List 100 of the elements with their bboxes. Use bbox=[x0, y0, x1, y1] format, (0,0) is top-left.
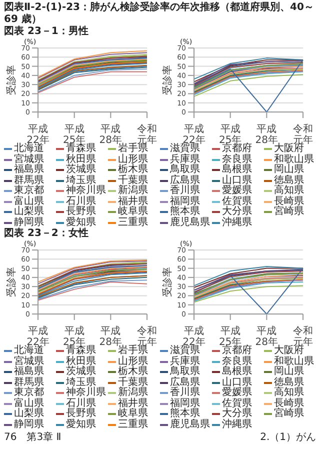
legend-label: 秋田県 bbox=[66, 154, 96, 164]
legend-label: 奈良県 bbox=[222, 154, 252, 164]
legend-label: 京都府 bbox=[222, 345, 252, 356]
legend-label: 山口県 bbox=[222, 376, 252, 388]
legend-label: 鹿児島県 bbox=[170, 418, 210, 430]
legend-label: 岩手県 bbox=[118, 345, 148, 356]
legend-label: 青森県 bbox=[66, 345, 96, 356]
legend-label: 群馬県 bbox=[14, 376, 44, 388]
legend-label: 広島県 bbox=[170, 174, 200, 186]
legend-label: 鳥取県 bbox=[170, 366, 200, 377]
legend-label: 栃木県 bbox=[118, 164, 148, 175]
legend-label: 愛知県 bbox=[66, 216, 96, 228]
legend-label: 石川県 bbox=[66, 196, 96, 206]
legend-label: 大分県 bbox=[222, 206, 252, 217]
legend-label: 岐阜県 bbox=[118, 408, 148, 419]
legend-label: 京都府 bbox=[222, 143, 252, 154]
legend-label: 山梨県 bbox=[14, 408, 44, 419]
legend-label: 三重県 bbox=[118, 418, 148, 430]
legend-label: 和歌山県 bbox=[274, 154, 314, 164]
legend-label: 青森県 bbox=[66, 143, 96, 154]
legend-label: 静岡県 bbox=[14, 216, 44, 228]
legend-label: 長野県 bbox=[66, 408, 96, 419]
legend-label: 山口県 bbox=[222, 174, 252, 186]
legend-label: 愛知県 bbox=[66, 418, 96, 430]
legend-label: 徳島県 bbox=[274, 376, 304, 388]
legend-label: 長野県 bbox=[66, 206, 96, 217]
legend-label: 富山県 bbox=[14, 196, 44, 206]
legend-label: 島根県 bbox=[222, 366, 252, 377]
legend-label: 茨城県 bbox=[66, 366, 96, 377]
legend-label: 福岡県 bbox=[170, 196, 200, 206]
text: 76 第3章 Ⅱ bbox=[4, 432, 62, 444]
y-axis-title: 受診率 bbox=[6, 65, 18, 95]
legend-label: 愛媛県 bbox=[222, 387, 252, 398]
legend-label: 岩手県 bbox=[118, 143, 148, 154]
legend-label: 熊本県 bbox=[170, 206, 200, 217]
legend-label: 福井県 bbox=[118, 398, 148, 408]
legend-label: 島根県 bbox=[222, 164, 252, 175]
legend-label: 静岡県 bbox=[14, 418, 44, 430]
legend-label: 宮城県 bbox=[14, 356, 44, 366]
chart-subtitle: 図表 23－1：男性 bbox=[4, 26, 90, 38]
legend-label: 福島県 bbox=[14, 366, 44, 377]
legend-label: 新潟県 bbox=[118, 387, 148, 398]
legend-label: 神奈川県 bbox=[66, 387, 106, 398]
legend-label: 愛媛県 bbox=[222, 185, 252, 196]
legend-label: 大阪府 bbox=[274, 143, 304, 154]
legend-label: 宮崎県 bbox=[274, 408, 304, 420]
legend-label: 宮城県 bbox=[14, 154, 44, 164]
legend-label: 千葉県 bbox=[118, 376, 148, 388]
legend-label: 香川県 bbox=[170, 387, 200, 398]
legend-label: 東京都 bbox=[14, 387, 44, 398]
legend-label: 高知県 bbox=[274, 387, 304, 398]
legend-label: 沖縄県 bbox=[222, 418, 252, 430]
legend-label: 石川県 bbox=[66, 398, 96, 408]
legend-label: 山形県 bbox=[118, 356, 148, 366]
y-axis-title: 受診率 bbox=[6, 267, 18, 297]
legend-label: 長崎県 bbox=[274, 196, 304, 206]
legend-label: 大阪府 bbox=[274, 345, 304, 356]
legend-label: 福井県 bbox=[118, 196, 148, 206]
legend-label: 佐賀県 bbox=[222, 196, 252, 206]
legend-label: 山梨県 bbox=[14, 206, 44, 217]
legend-label: 千葉県 bbox=[118, 174, 148, 186]
legend-label: 宮崎県 bbox=[274, 206, 304, 218]
legend-label: 神奈川県 bbox=[66, 185, 106, 196]
legend-label: 秋田県 bbox=[66, 356, 96, 366]
y-axis-title: 受診率 bbox=[162, 65, 174, 95]
chart-title: 図表Ⅱ-2-(1)-23：肺がん検診受診率の年次推移（都道府県別、40～69 歳） bbox=[4, 2, 315, 26]
legend-label: 熊本県 bbox=[170, 408, 200, 419]
legend-label: 兵庫県 bbox=[170, 356, 200, 366]
y-axis-title: 受診率 bbox=[162, 267, 174, 297]
chart-subtitle: 図表 23－2：女性 bbox=[4, 228, 90, 240]
legend-label: 徳島県 bbox=[274, 174, 304, 186]
legend-label: 栃木県 bbox=[118, 366, 148, 377]
legend-label: 兵庫県 bbox=[170, 154, 200, 164]
x-tick-label: 平成28年 bbox=[255, 325, 278, 348]
legend-label: 岐阜県 bbox=[118, 206, 148, 217]
legend-label: 山形県 bbox=[118, 154, 148, 164]
legend-label: 福島県 bbox=[14, 164, 44, 175]
legend-label: 富山県 bbox=[14, 398, 44, 408]
legend-label: 高知県 bbox=[274, 185, 304, 196]
legend-label: 沖縄県 bbox=[222, 216, 252, 228]
legend-label: 佐賀県 bbox=[222, 398, 252, 408]
legend-label: 奈良県 bbox=[222, 356, 252, 366]
legend-label: 鳥取県 bbox=[170, 164, 200, 175]
legend-label: 和歌山県 bbox=[274, 356, 314, 366]
legend-label: 長崎県 bbox=[274, 398, 304, 408]
legend-label: 新潟県 bbox=[118, 185, 148, 196]
legend-label: 広島県 bbox=[170, 376, 200, 388]
legend-label: 三重県 bbox=[118, 216, 148, 228]
legend-label: 福岡県 bbox=[170, 398, 200, 408]
legend-label: 東京都 bbox=[14, 185, 44, 196]
text: 2.（1）がん bbox=[260, 432, 316, 444]
legend-label: 群馬県 bbox=[14, 174, 44, 186]
x-tick-label: 平成28年 bbox=[255, 123, 278, 146]
legend-label: 岡山県 bbox=[274, 164, 304, 175]
legend-label: 大分県 bbox=[222, 408, 252, 419]
legend-label: 岡山県 bbox=[274, 366, 304, 377]
legend-label: 茨城県 bbox=[66, 164, 96, 175]
legend-label: 埼玉県 bbox=[66, 174, 96, 186]
legend-label: 香川県 bbox=[170, 185, 200, 196]
legend-label: 鹿児島県 bbox=[170, 216, 210, 228]
